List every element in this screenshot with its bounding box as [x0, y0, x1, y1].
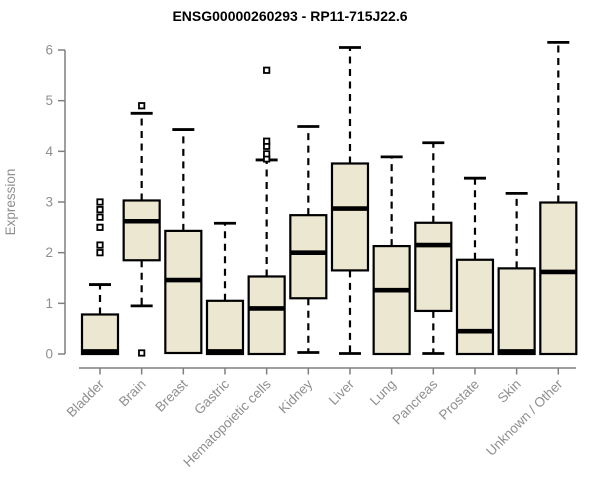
chart-title: ENSG00000260293 - RP11-715J22.6 [172, 8, 407, 24]
iqr-box [164, 229, 203, 355]
x-category-label-kidney: Kidney [276, 376, 316, 416]
outlier-point [96, 223, 104, 231]
x-category-label-pancreas: Pancreas [389, 376, 440, 427]
box-group-lung [372, 155, 411, 356]
x-category-label-gastric: Gastric [191, 376, 232, 417]
box-group-breast [164, 128, 203, 355]
outlier-point [96, 198, 104, 206]
box-group-gastric [205, 221, 245, 356]
outlier-point [96, 205, 104, 214]
y-tick-label: 5 [45, 93, 53, 108]
box-group-pancreas [414, 141, 453, 355]
x-category-label-brain: Brain [116, 377, 149, 410]
y-tick-label: 6 [45, 43, 53, 58]
y-tick-label: 2 [45, 245, 53, 260]
box-group-prostate [455, 176, 495, 356]
y-axis-title: Expression [3, 169, 18, 236]
iqr-box [497, 267, 536, 356]
y-tick-label: 1 [45, 296, 53, 311]
y-tick-label: 4 [45, 144, 53, 159]
iqr-box [330, 162, 370, 272]
x-category-label-liver: Liver [326, 376, 358, 408]
y-tick-label: 0 [45, 347, 53, 362]
iqr-box [539, 201, 578, 356]
outlier-point [263, 66, 271, 74]
iqr-box [80, 313, 120, 356]
box-group-brain [122, 102, 161, 357]
outlier-point [96, 241, 104, 249]
outlier-point [96, 213, 104, 221]
iqr-box [372, 244, 411, 356]
x-category-label-lung: Lung [367, 377, 399, 409]
outlier-point [96, 249, 104, 257]
iqr-box [247, 275, 286, 356]
y-tick-label: 3 [45, 195, 53, 210]
x-category-label-unknown-other: Unknown / Other [483, 376, 566, 459]
box-group-kidney [289, 125, 328, 354]
box-group-hematopoietic-cells [247, 66, 286, 356]
box-group-skin [497, 191, 536, 356]
iqr-box [455, 258, 495, 356]
x-category-label-breast: Breast [152, 376, 190, 414]
outlier-point [263, 150, 271, 158]
x-category-label-bladder: Bladder [64, 376, 108, 420]
iqr-box [289, 214, 328, 300]
box-group-bladder [80, 198, 120, 356]
outlier-point [263, 137, 271, 145]
x-category-label-skin: Skin [495, 377, 524, 406]
outlier-point [138, 349, 146, 357]
iqr-box [122, 199, 161, 262]
outlier-point [138, 102, 146, 110]
box-group-unknown-other [539, 41, 578, 356]
x-category-label-prostate: Prostate [436, 377, 482, 423]
iqr-box [205, 299, 245, 356]
box-group-liver [330, 46, 370, 355]
iqr-box [414, 221, 453, 313]
